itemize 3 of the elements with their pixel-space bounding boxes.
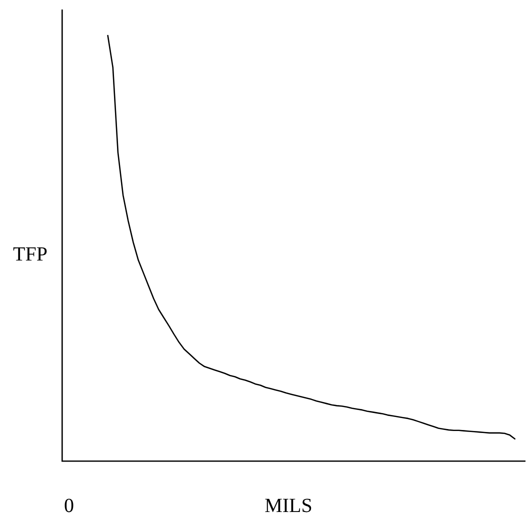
text: 0 xyxy=(64,495,74,517)
x-axis-title: MILS xyxy=(264,495,312,517)
y-axis-title: TFP xyxy=(13,244,48,266)
